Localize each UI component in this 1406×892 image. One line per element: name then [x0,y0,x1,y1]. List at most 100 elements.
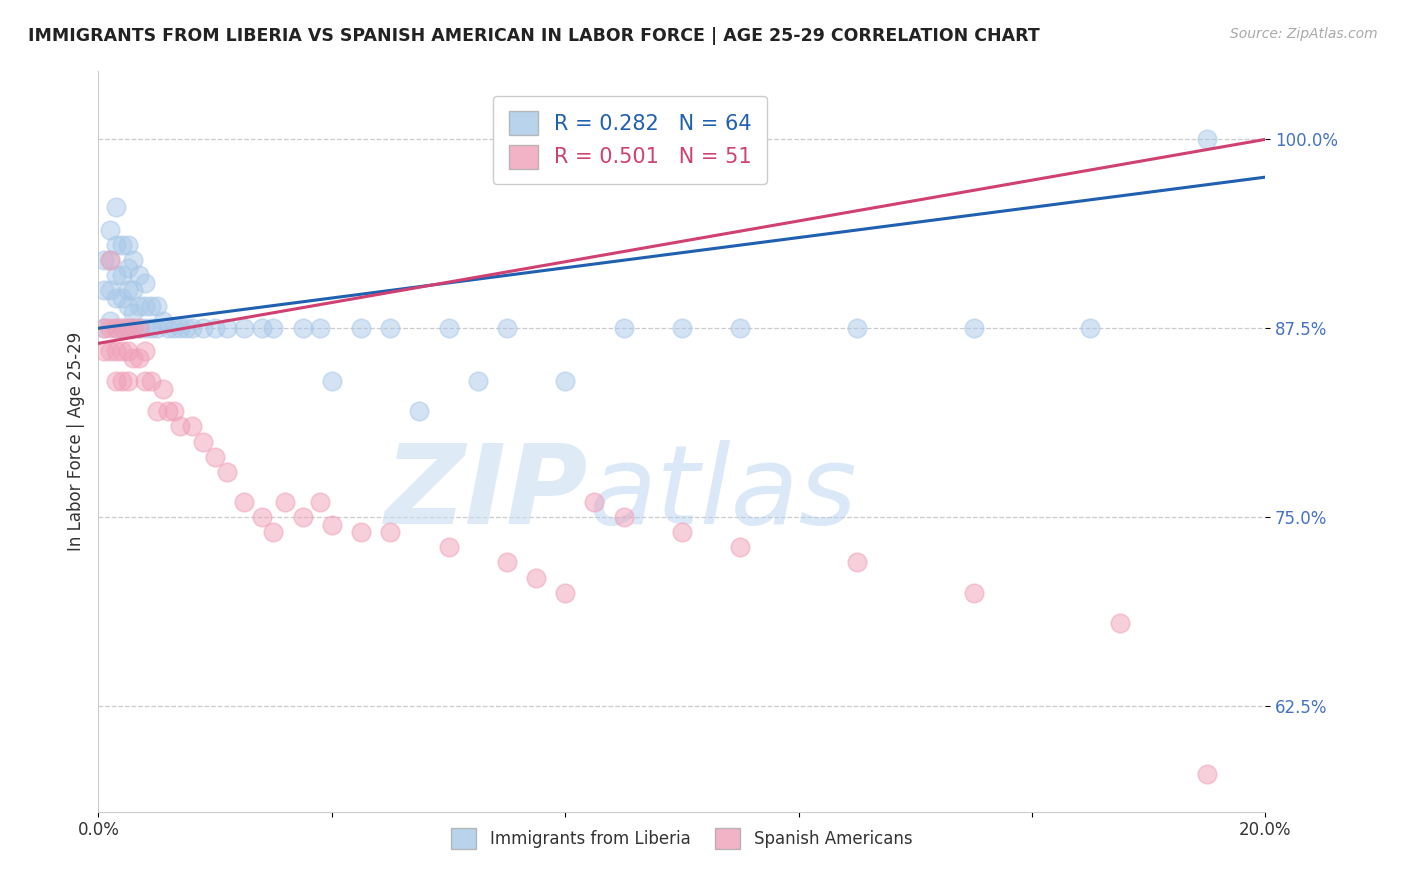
Point [1195,767,1218,781]
Point [117,343,139,358]
Point [496,556,519,570]
Legend: Immigrants from Liberia, Spanish Americans: Immigrants from Liberia, Spanish America… [444,822,920,855]
Point [128,351,150,366]
Point [169,321,191,335]
Point [846,321,869,335]
Point [128,268,150,283]
Point [111,268,134,283]
Point [98,284,121,298]
Point [152,382,174,396]
Point [93,343,115,358]
Point [134,343,156,358]
Point [98,313,121,327]
Text: ZIP: ZIP [385,440,589,547]
Point [111,343,134,358]
Point [93,284,115,298]
Point [962,585,984,599]
Point [250,510,273,524]
Point [193,321,215,335]
Point [139,321,162,335]
Point [104,268,127,283]
Point [128,321,150,335]
Point [122,306,145,320]
Point [157,321,180,335]
Point [117,284,139,298]
Point [496,321,519,335]
Point [122,284,145,298]
Point [117,260,139,275]
Point [117,321,139,335]
Point [98,253,121,268]
Point [215,465,238,479]
Point [163,321,186,335]
Point [730,321,752,335]
Text: atlas: atlas [589,440,858,547]
Point [274,495,297,509]
Point [93,253,115,268]
Point [180,321,202,335]
Point [554,585,576,599]
Point [233,495,256,509]
Point [321,517,343,532]
Point [152,313,174,327]
Point [117,374,139,388]
Point [380,321,402,335]
Point [139,374,162,388]
Point [193,434,215,449]
Point [250,321,273,335]
Point [134,321,156,335]
Point [321,374,343,388]
Point [134,299,156,313]
Point [134,374,156,388]
Point [163,404,186,418]
Point [146,404,169,418]
Point [612,321,634,335]
Point [104,374,127,388]
Point [104,291,127,305]
Y-axis label: In Labor Force | Age 25-29: In Labor Force | Age 25-29 [66,332,84,551]
Point [104,200,127,214]
Point [1195,132,1218,146]
Point [117,321,139,335]
Point [111,238,134,252]
Point [128,299,150,313]
Text: IMMIGRANTS FROM LIBERIA VS SPANISH AMERICAN IN LABOR FORCE | AGE 25-29 CORRELATI: IMMIGRANTS FROM LIBERIA VS SPANISH AMERI… [28,27,1040,45]
Point [204,450,226,464]
Point [380,525,402,540]
Point [169,419,191,434]
Point [122,253,145,268]
Point [104,321,127,335]
Point [962,321,984,335]
Point [291,321,314,335]
Point [128,321,150,335]
Point [98,321,121,335]
Point [437,541,460,555]
Point [122,321,145,335]
Point [93,321,115,335]
Point [104,343,127,358]
Point [174,321,197,335]
Point [730,541,752,555]
Point [111,374,134,388]
Point [612,510,634,524]
Point [93,321,115,335]
Point [437,321,460,335]
Point [146,321,169,335]
Point [350,525,373,540]
Point [146,299,169,313]
Point [157,404,180,418]
Point [671,525,693,540]
Point [350,321,373,335]
Point [180,419,202,434]
Point [554,374,576,388]
Point [671,321,693,335]
Point [215,321,238,335]
Point [1080,321,1102,335]
Text: Source: ZipAtlas.com: Source: ZipAtlas.com [1230,27,1378,41]
Point [262,525,284,540]
Point [204,321,226,335]
Point [408,404,430,418]
Point [139,299,162,313]
Point [1108,615,1130,630]
Point [524,570,547,584]
